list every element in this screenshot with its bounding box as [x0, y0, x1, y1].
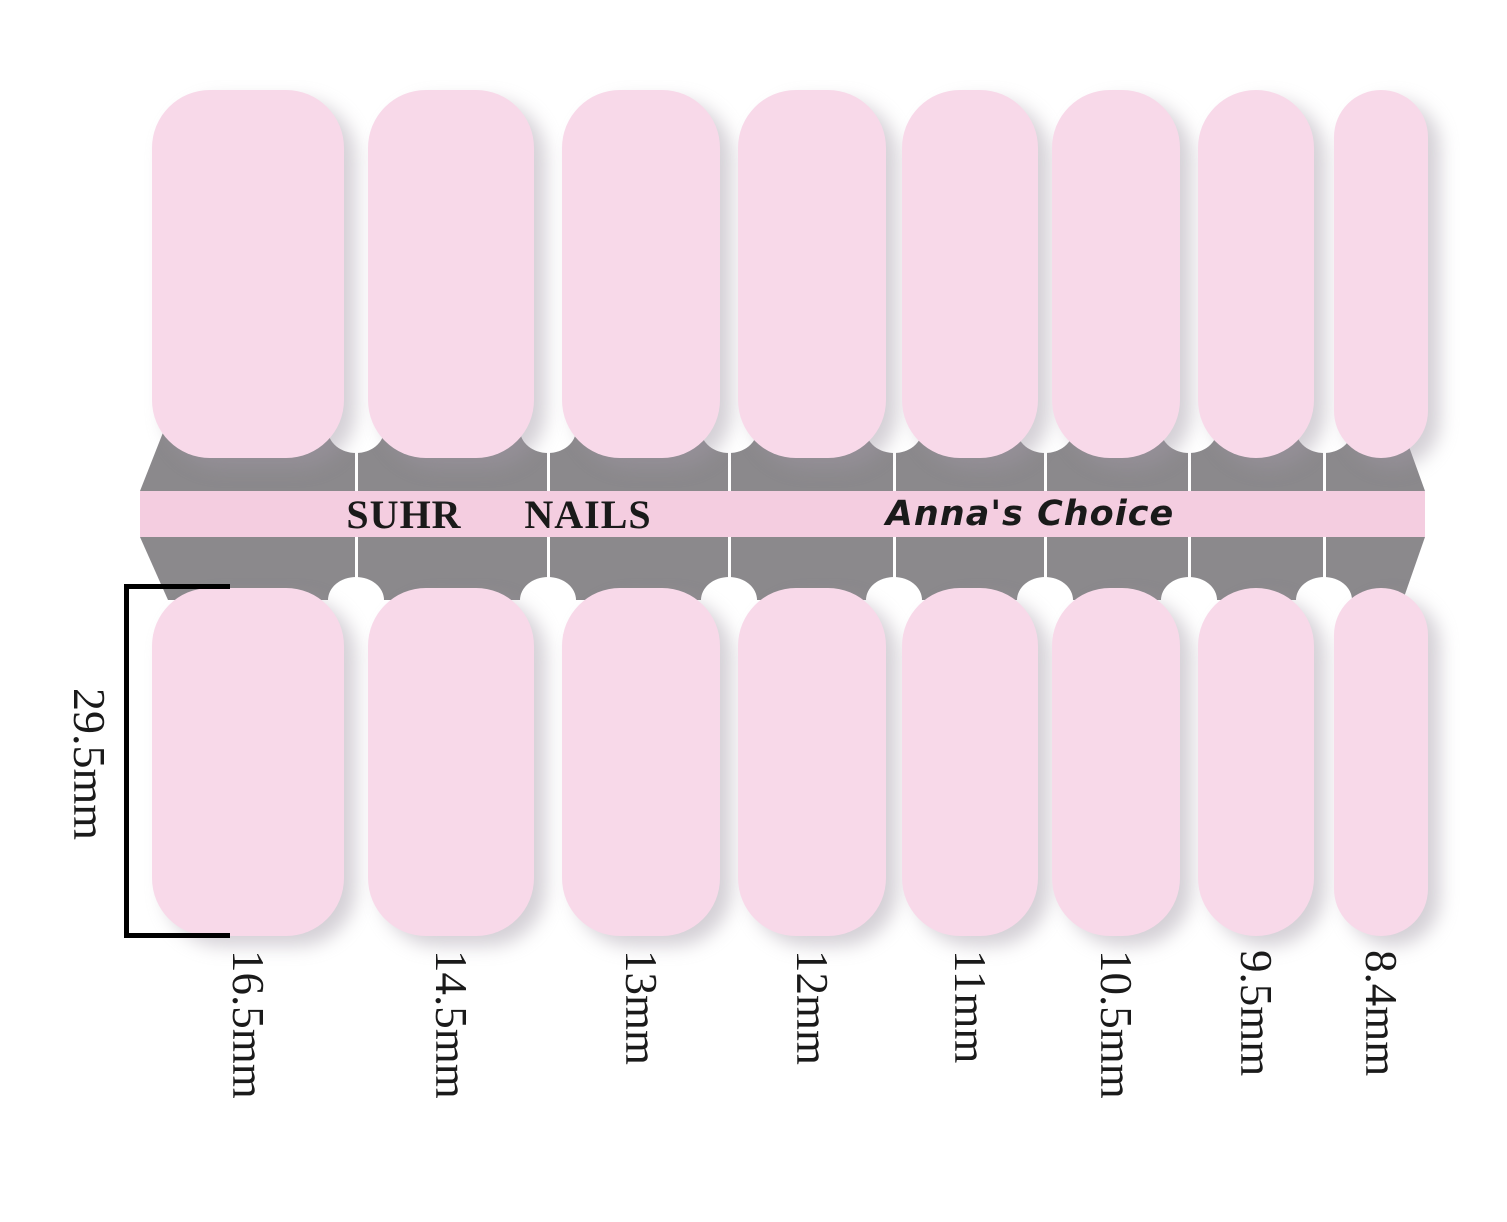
die-cut-notch-bottom: [1161, 577, 1217, 600]
size-label-1: 16.5mm: [223, 950, 273, 1099]
size-label-4: 12mm: [787, 950, 837, 1066]
die-cut-notch-bottom: [866, 577, 922, 600]
size-label-2: 14.5mm: [426, 950, 476, 1099]
die-cut-notch-top: [866, 430, 922, 453]
nail-wrap-bottom-4: [738, 588, 886, 936]
nail-wrap-bottom-8: [1334, 588, 1428, 936]
die-cut-notch-bottom: [701, 577, 757, 600]
nail-wrap-bottom-2: [368, 588, 534, 936]
backing-band: SUHR NAILS Anna's Choice: [140, 430, 1425, 600]
brand-name-word2: NAILS: [524, 491, 652, 537]
nail-wrap-bottom-3: [562, 588, 720, 936]
die-cut-notch-bottom: [328, 577, 384, 600]
die-cut-notch-top: [1161, 430, 1217, 453]
collection-name: Anna's Choice: [885, 494, 1175, 534]
size-label-6: 10.5mm: [1091, 950, 1141, 1099]
nail-wrap-top-6: [1052, 90, 1180, 458]
nail-wrap-top-3: [562, 90, 720, 458]
die-cut-notch-bottom: [520, 577, 576, 600]
nail-wrap-top-8: [1334, 90, 1428, 458]
die-cut-notch-top: [328, 430, 384, 453]
nail-wrap-top-2: [368, 90, 534, 458]
nail-wrap-top-1: [152, 90, 344, 458]
die-cut-notch-top: [701, 430, 757, 453]
die-cut-notch-top: [1296, 430, 1352, 453]
size-label-3: 13mm: [616, 950, 666, 1066]
nail-wrap-bottom-7: [1198, 588, 1314, 936]
size-label-8: 8.4mm: [1356, 950, 1406, 1077]
die-cut-notch-top: [520, 430, 576, 453]
brand-stripe: [140, 491, 1425, 537]
length-measurement-label: 29.5mm: [64, 688, 115, 841]
die-cut-notch-top: [1017, 430, 1073, 453]
size-label-5: 11mm: [945, 950, 995, 1064]
brand-name-word1: SUHR: [346, 491, 462, 537]
nail-wrap-top-7: [1198, 90, 1314, 458]
die-cut-notch-bottom: [1296, 577, 1352, 600]
nail-wrap-bottom-6: [1052, 588, 1180, 936]
die-cut-notch-bottom: [1017, 577, 1073, 600]
measurement-bracket: [124, 584, 230, 938]
nail-wrap-top-5: [902, 90, 1038, 458]
size-label-7: 9.5mm: [1231, 950, 1281, 1077]
nail-wrap-bottom-1: [152, 588, 344, 936]
nail-wrap-bottom-5: [902, 588, 1038, 936]
nail-wrap-top-4: [738, 90, 886, 458]
